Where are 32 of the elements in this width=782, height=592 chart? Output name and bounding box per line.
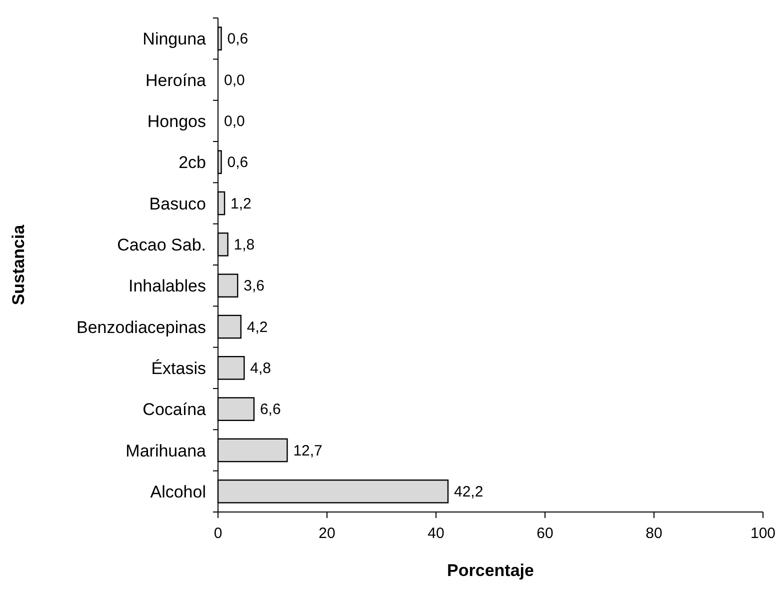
x-tick-label: 40 xyxy=(428,525,444,542)
x-tick-label: 80 xyxy=(646,525,662,542)
y-tick-label: Hongos xyxy=(147,112,206,131)
data-label: 4,8 xyxy=(250,360,272,377)
data-label: 0,6 xyxy=(227,30,248,48)
x-axis-title: Porcentaje xyxy=(447,561,534,580)
x-tick-label: 20 xyxy=(318,525,336,542)
data-label: 42,2 xyxy=(454,483,484,500)
data-label: 0,6 xyxy=(227,154,248,172)
data-label: 0,0 xyxy=(224,112,245,130)
y-tick-label: Cocaína xyxy=(142,400,207,420)
data-label: 12,7 xyxy=(293,442,322,460)
data-label: 1,2 xyxy=(230,195,252,212)
x-tick-label: 60 xyxy=(536,525,554,542)
y-tick-label: Heroína xyxy=(146,70,207,90)
x-tick-label: 0 xyxy=(214,525,222,542)
y-tick-label: Alcohol xyxy=(150,482,206,502)
y-tick-label: Benzodiacepinas xyxy=(76,318,206,337)
y-tick-label: Cacao Sab. xyxy=(117,235,206,254)
data-label: 4,2 xyxy=(246,318,268,336)
data-label: 0,0 xyxy=(224,72,245,89)
y-tick-label: Éxtasis xyxy=(151,358,206,378)
x-tick-label: 100 xyxy=(750,525,776,542)
y-tick-label: Inhalables xyxy=(128,276,206,296)
data-label: 6,6 xyxy=(260,401,281,418)
y-tick-label: Basuco xyxy=(149,194,206,214)
y-tick-label: Marihuana xyxy=(126,441,207,460)
y-axis-title: Sustancia xyxy=(9,224,28,306)
y-tick-label: 2cb xyxy=(178,153,206,172)
data-label: 1,8 xyxy=(234,236,255,254)
y-tick-label: Ninguna xyxy=(142,30,207,49)
data-label: 3,6 xyxy=(244,278,264,295)
